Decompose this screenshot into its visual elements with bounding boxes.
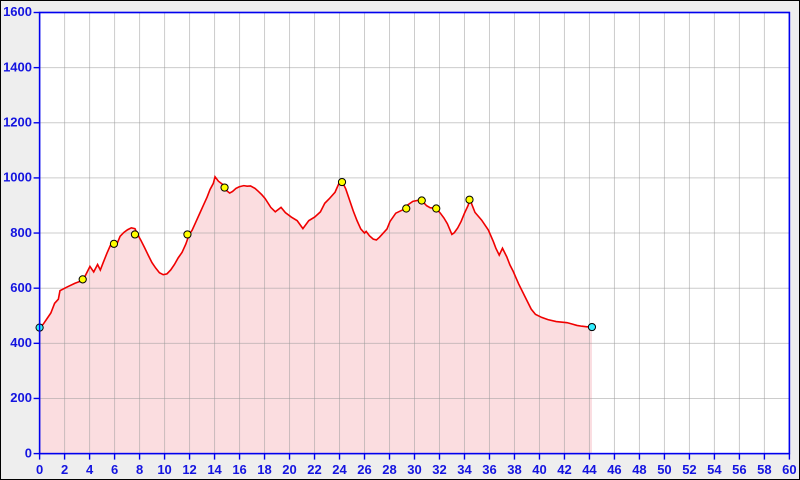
svg-text:36: 36: [482, 462, 496, 477]
svg-text:32: 32: [432, 462, 446, 477]
svg-text:600: 600: [10, 280, 32, 295]
svg-text:40: 40: [532, 462, 546, 477]
svg-text:60: 60: [782, 462, 796, 477]
svg-text:0: 0: [25, 445, 32, 460]
svg-text:22: 22: [307, 462, 321, 477]
svg-text:26: 26: [357, 462, 371, 477]
svg-text:0: 0: [36, 462, 43, 477]
svg-text:800: 800: [10, 225, 32, 240]
svg-text:10: 10: [157, 462, 171, 477]
svg-text:8: 8: [136, 462, 143, 477]
svg-text:1200: 1200: [3, 114, 32, 129]
svg-text:46: 46: [607, 462, 621, 477]
svg-text:52: 52: [682, 462, 696, 477]
svg-text:1000: 1000: [3, 170, 32, 185]
svg-text:58: 58: [757, 462, 771, 477]
svg-text:38: 38: [507, 462, 521, 477]
svg-text:50: 50: [657, 462, 671, 477]
svg-text:48: 48: [632, 462, 646, 477]
svg-text:24: 24: [332, 462, 347, 477]
svg-text:6: 6: [111, 462, 118, 477]
svg-text:56: 56: [732, 462, 746, 477]
svg-text:1600: 1600: [3, 4, 32, 19]
svg-text:16: 16: [232, 462, 246, 477]
svg-text:400: 400: [10, 335, 32, 350]
svg-text:12: 12: [182, 462, 196, 477]
svg-text:1400: 1400: [3, 59, 32, 74]
svg-text:14: 14: [207, 462, 222, 477]
svg-text:2: 2: [61, 462, 68, 477]
svg-text:42: 42: [557, 462, 571, 477]
svg-text:20: 20: [282, 462, 296, 477]
svg-text:34: 34: [457, 462, 472, 477]
svg-text:30: 30: [407, 462, 421, 477]
svg-text:200: 200: [10, 390, 32, 405]
svg-text:28: 28: [382, 462, 396, 477]
svg-text:54: 54: [707, 462, 722, 477]
svg-text:4: 4: [86, 462, 94, 477]
svg-text:18: 18: [257, 462, 271, 477]
svg-text:44: 44: [582, 462, 597, 477]
